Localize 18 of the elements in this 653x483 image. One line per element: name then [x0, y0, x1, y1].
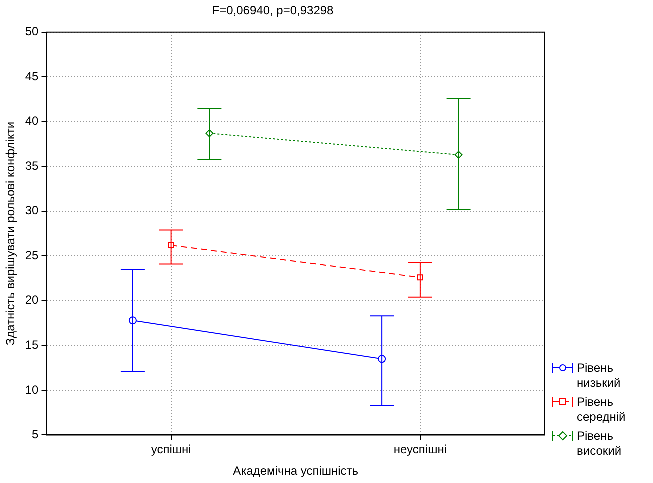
x-tick-label: неуспішні — [394, 442, 447, 457]
y-tick-label: 5 — [32, 428, 40, 442]
y-tick-label: 30 — [25, 204, 40, 218]
x-tick-label: успішні — [151, 442, 192, 457]
y-tick-label: 35 — [25, 158, 40, 173]
y-axis-title: Здатність вирішувати рольові конфлікти — [4, 122, 18, 346]
y-tick-label: 50 — [25, 24, 40, 39]
x-axis-title: Академічна успішність — [233, 464, 359, 478]
chart-title: F=0,06940, p=0,93298 — [212, 4, 334, 18]
y-tick-label: 10 — [25, 382, 40, 397]
y-tick-label: 15 — [25, 338, 40, 352]
y-tick-label: 20 — [25, 293, 40, 308]
y-tick-label: 40 — [25, 114, 40, 128]
y-tick-label: 25 — [25, 248, 40, 262]
legend-label: Рівень низький — [577, 361, 622, 391]
y-tick-label: 45 — [25, 69, 40, 84]
legend-label: Рівень високий — [577, 429, 623, 459]
legend-label: Рівень середній — [577, 395, 627, 425]
